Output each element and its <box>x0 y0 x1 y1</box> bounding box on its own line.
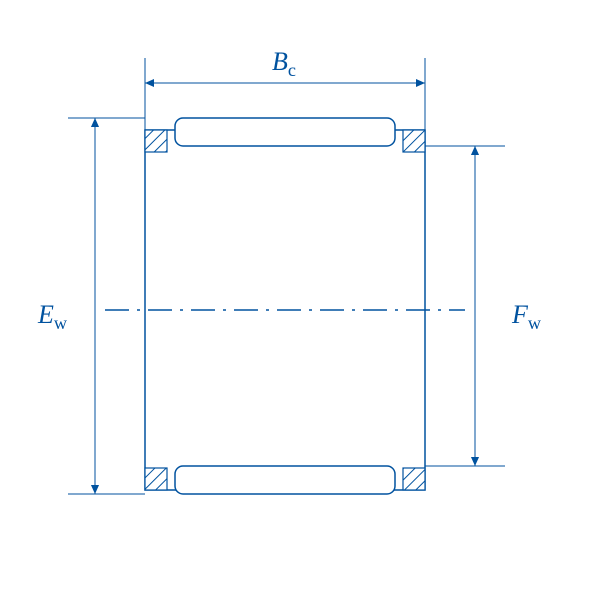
label-fw: Fw <box>512 300 541 334</box>
diagram-svg <box>0 0 600 600</box>
label-ew: Ew <box>38 300 67 334</box>
label-bc: Bc <box>272 47 296 81</box>
bearing-section-diagram: Bc Ew Fw <box>0 0 600 600</box>
